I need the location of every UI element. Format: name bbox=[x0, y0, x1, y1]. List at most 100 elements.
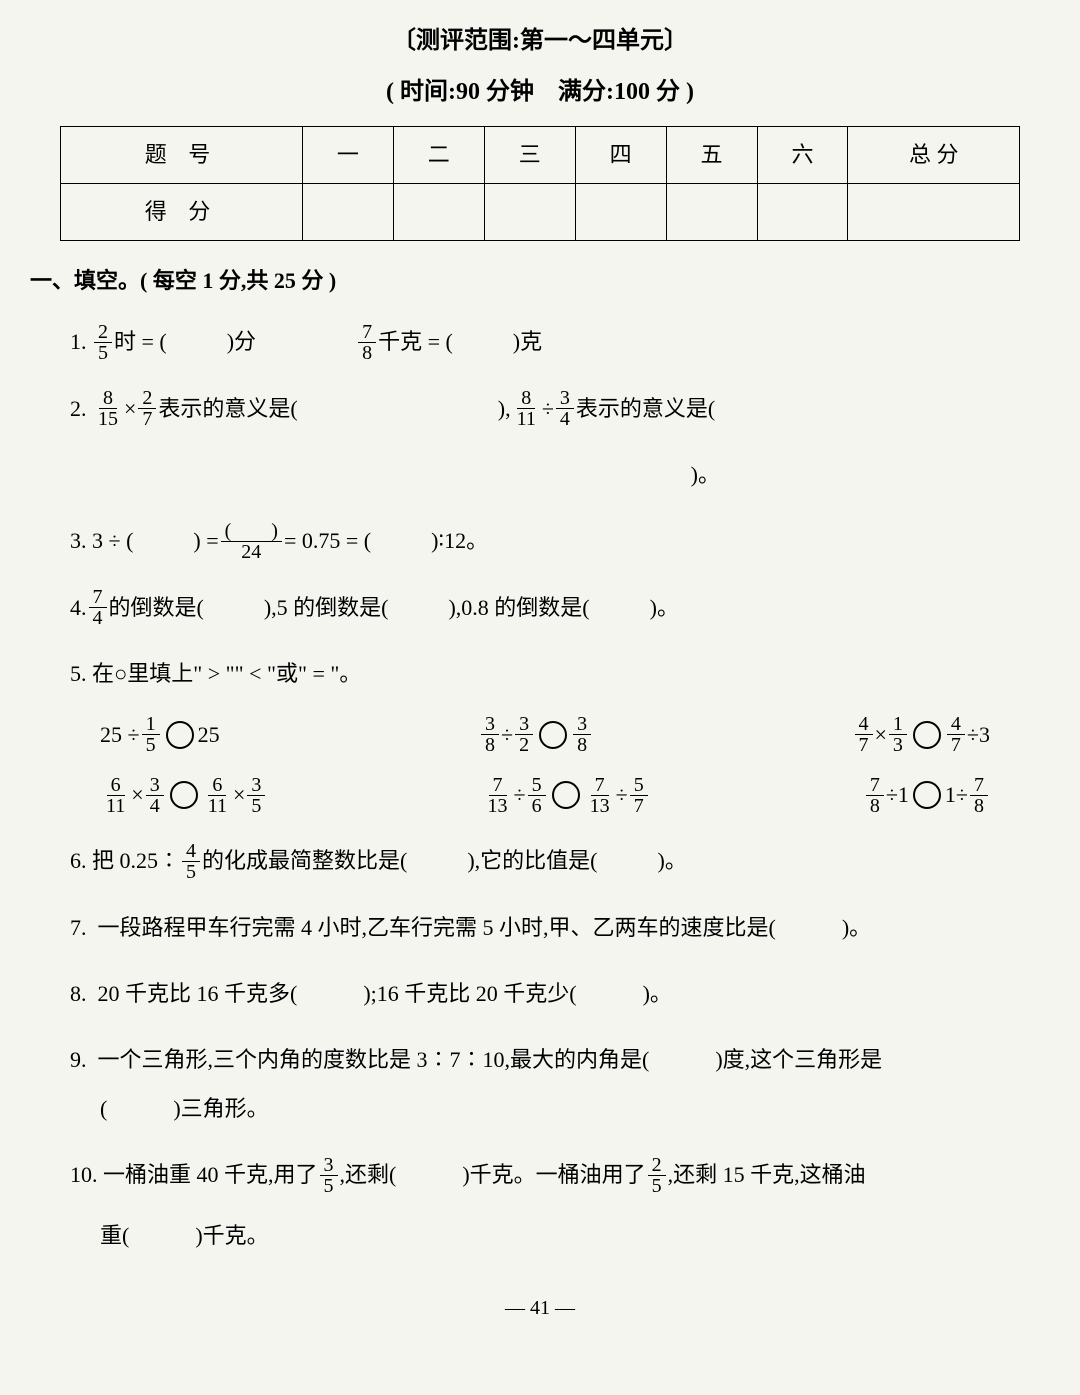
circle-blank bbox=[170, 781, 198, 809]
compare-row-2: 611 × 34 611 × 35 713 ÷ 56 713 ÷ 57 78 ÷… bbox=[100, 771, 990, 819]
q-num: 4. bbox=[70, 584, 87, 632]
text: 一段路程甲车行完需 4 小时,乙车行完需 5 小时,甲、乙两车的速度比是( )。 bbox=[98, 915, 872, 940]
question-8: 8. 20 千克比 16 千克多( );16 千克比 20 千克少( )。 bbox=[70, 970, 1020, 1018]
text: ),0.8 的倒数是( bbox=[448, 584, 589, 632]
question-2-cont: )。 bbox=[70, 451, 720, 499]
q-num: 5. bbox=[70, 650, 87, 698]
q-num: 2. bbox=[70, 385, 87, 433]
question-3: 3. 3 ÷ ( ) = ( ) 24 = 0.75 = ( )∶12。 bbox=[70, 517, 1020, 565]
text: 一个三角形,三个内角的度数比是 3∶7∶10,最大的内角是( )度,这个三角形是 bbox=[98, 1047, 883, 1072]
question-6: 6. 把 0.25∶ 45 的化成最简整数比是( ),它的比值是( )。 bbox=[70, 837, 1020, 885]
row-label: 题 号 bbox=[61, 127, 303, 184]
col-header: 五 bbox=[666, 127, 757, 184]
text: 千克 = ( bbox=[378, 318, 453, 366]
table-row: 题 号 一 二 三 四 五 六 总 分 bbox=[61, 127, 1020, 184]
question-7: 7. 一段路程甲车行完需 4 小时,乙车行完需 5 小时,甲、乙两车的速度比是(… bbox=[70, 904, 1020, 952]
text: 3 ÷ ( bbox=[92, 517, 133, 565]
compare-item: 25 ÷ 15 25 bbox=[100, 711, 220, 759]
text: )。 bbox=[650, 584, 679, 632]
row-label: 得 分 bbox=[61, 183, 303, 240]
fraction: 45 bbox=[182, 841, 200, 882]
compare-item: 47 × 13 47 ÷3 bbox=[853, 711, 991, 759]
fraction: 27 bbox=[138, 388, 156, 429]
score-cell bbox=[575, 183, 666, 240]
fraction: 34 bbox=[556, 388, 574, 429]
text: 一桶油重 40 千克,用了 bbox=[103, 1151, 318, 1199]
text: )分 bbox=[227, 318, 256, 366]
q-num: 3. bbox=[70, 517, 87, 565]
text: 时 = ( bbox=[114, 318, 167, 366]
compare-item: 78 ÷1 1÷ 78 bbox=[864, 771, 990, 819]
text: ) = bbox=[193, 517, 218, 565]
text: )。 bbox=[691, 462, 720, 487]
q-num: 1. bbox=[70, 318, 87, 366]
question-2: 2. 815 × 27 表示的意义是( ), 811 ÷ 34 表示的意义是( bbox=[70, 385, 1020, 433]
text: 表示的意义是( bbox=[158, 385, 297, 433]
col-header: 总 分 bbox=[848, 127, 1020, 184]
q-num: 6. bbox=[70, 837, 87, 885]
score-cell bbox=[848, 183, 1020, 240]
question-9: 9. 一个三角形,三个内角的度数比是 3∶7∶10,最大的内角是( )度,这个三… bbox=[70, 1036, 1020, 1133]
scope-title: 〔测评范围:第一～四单元〕 bbox=[60, 20, 1020, 63]
text: ), bbox=[498, 385, 511, 433]
fraction: 2 5 bbox=[94, 322, 112, 363]
text: )。 bbox=[658, 837, 687, 885]
fraction: 811 bbox=[513, 388, 540, 429]
col-header: 六 bbox=[757, 127, 848, 184]
fraction: 74 bbox=[89, 587, 107, 628]
text: )∶12。 bbox=[431, 517, 488, 565]
text: ,还剩( )千克。一桶油用了 bbox=[340, 1151, 646, 1199]
q-num: 8. bbox=[70, 981, 87, 1006]
fraction: 815 bbox=[94, 388, 122, 429]
circle-blank bbox=[552, 781, 580, 809]
q-num: 7. bbox=[70, 915, 87, 940]
section-title: 一、填空。( 每空 1 分,共 25 分 ) bbox=[30, 261, 1020, 301]
text: ),它的比值是( bbox=[467, 837, 597, 885]
compare-row-1: 25 ÷ 15 25 38 ÷ 32 38 47 × 13 47 ÷3 bbox=[100, 711, 990, 759]
text: = 0.75 = ( bbox=[284, 517, 371, 565]
q-num: 9. bbox=[70, 1047, 87, 1072]
score-cell bbox=[484, 183, 575, 240]
text: 重( )千克。 bbox=[100, 1212, 1020, 1260]
compare-item: 611 × 34 611 × 35 bbox=[100, 771, 267, 819]
time-score: ( 时间:90 分钟 满分:100 分 ) bbox=[60, 71, 1020, 114]
fraction: 25 bbox=[648, 1155, 666, 1196]
text: ( )三角形。 bbox=[100, 1085, 1020, 1133]
fraction: 7 8 bbox=[358, 322, 376, 363]
circle-blank bbox=[166, 721, 194, 749]
table-row: 得 分 bbox=[61, 183, 1020, 240]
text: ),5 的倒数是( bbox=[264, 584, 389, 632]
text: 表示的意义是( bbox=[576, 385, 715, 433]
score-cell bbox=[757, 183, 848, 240]
text: 把 0.25∶ bbox=[92, 837, 180, 885]
text: 在○里填上" > "" < "或" = "。 bbox=[92, 650, 361, 698]
text: ,还剩 15 千克,这桶油 bbox=[668, 1151, 866, 1199]
question-1: 1. 2 5 时 = ( )分 7 8 千克 = ( )克 bbox=[70, 318, 1020, 366]
circle-blank bbox=[913, 721, 941, 749]
question-5: 5. 在○里填上" > "" < "或" = "。 25 ÷ 15 25 38 … bbox=[70, 650, 1020, 819]
score-cell bbox=[666, 183, 757, 240]
text: 20 千克比 16 千克多( );16 千克比 20 千克少( )。 bbox=[98, 981, 672, 1006]
circle-blank bbox=[539, 721, 567, 749]
col-header: 四 bbox=[575, 127, 666, 184]
op: ÷ bbox=[542, 385, 554, 433]
page-number: — 41 — bbox=[60, 1290, 1020, 1326]
col-header: 二 bbox=[393, 127, 484, 184]
score-cell bbox=[393, 183, 484, 240]
compare-item: 38 ÷ 32 38 bbox=[479, 711, 593, 759]
question-10: 10. 一桶油重 40 千克,用了 35 ,还剩( )千克。一桶油用了 25 ,… bbox=[70, 1151, 1020, 1260]
col-header: 一 bbox=[302, 127, 393, 184]
score-table: 题 号 一 二 三 四 五 六 总 分 得 分 bbox=[60, 126, 1020, 240]
op: × bbox=[124, 385, 136, 433]
text: )克 bbox=[513, 318, 542, 366]
text: 的化成最简整数比是( bbox=[202, 837, 407, 885]
compare-item: 713 ÷ 56 713 ÷ 57 bbox=[482, 771, 650, 819]
text: 的倒数是( bbox=[109, 584, 204, 632]
score-cell bbox=[302, 183, 393, 240]
col-header: 三 bbox=[484, 127, 575, 184]
fraction: 35 bbox=[320, 1155, 338, 1196]
circle-blank bbox=[913, 781, 941, 809]
q-num: 10. bbox=[70, 1151, 98, 1199]
question-4: 4. 74 的倒数是( ),5 的倒数是( ),0.8 的倒数是( )。 bbox=[70, 584, 1020, 632]
fraction: ( ) 24 bbox=[221, 521, 282, 562]
